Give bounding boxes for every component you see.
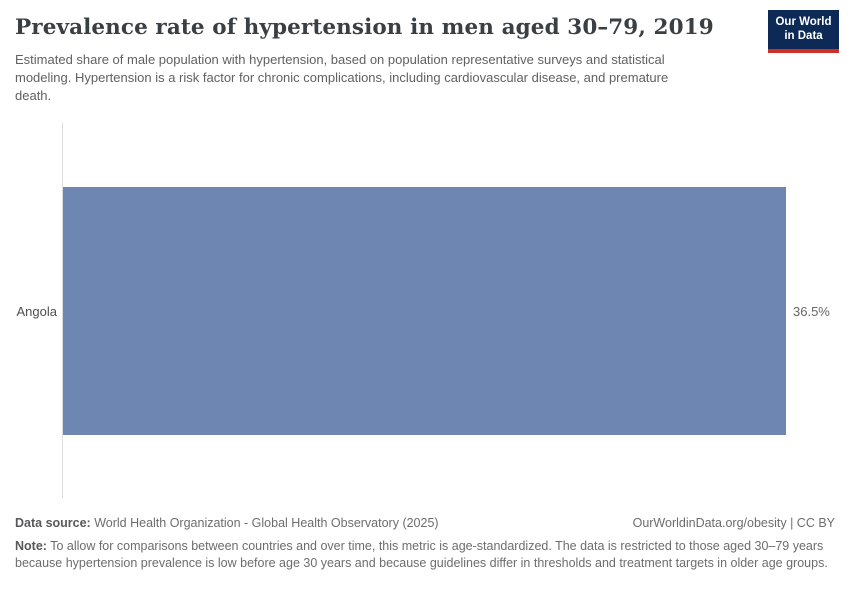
bar-angola[interactable]: [63, 187, 786, 435]
page-title: Prevalence rate of hypertension in men a…: [15, 15, 714, 40]
chart-subtitle: Estimated share of male population with …: [15, 52, 669, 103]
note-label: Note:: [15, 539, 47, 553]
y-axis-line: [62, 123, 63, 498]
footer-note: Note: To allow for comparisons between c…: [15, 538, 835, 572]
data-source-text: World Health Organization - Global Healt…: [90, 516, 439, 530]
bar-label-angola: Angola: [16, 304, 57, 319]
owid-logo-line1: Our World: [775, 15, 832, 28]
bar-value-label: 36.5%: [793, 304, 830, 319]
license-link[interactable]: OurWorldinData.org/obesity | CC BY: [632, 516, 835, 530]
owid-logo-line2: in Data: [784, 29, 823, 42]
data-source: Data source: World Health Organization -…: [15, 516, 439, 530]
footer-source-row: Data source: World Health Organization -…: [15, 516, 835, 530]
owid-logo[interactable]: Our World in Data: [768, 10, 839, 53]
note-text: To allow for comparisons between countri…: [15, 539, 828, 570]
data-source-label: Data source:: [15, 516, 91, 530]
